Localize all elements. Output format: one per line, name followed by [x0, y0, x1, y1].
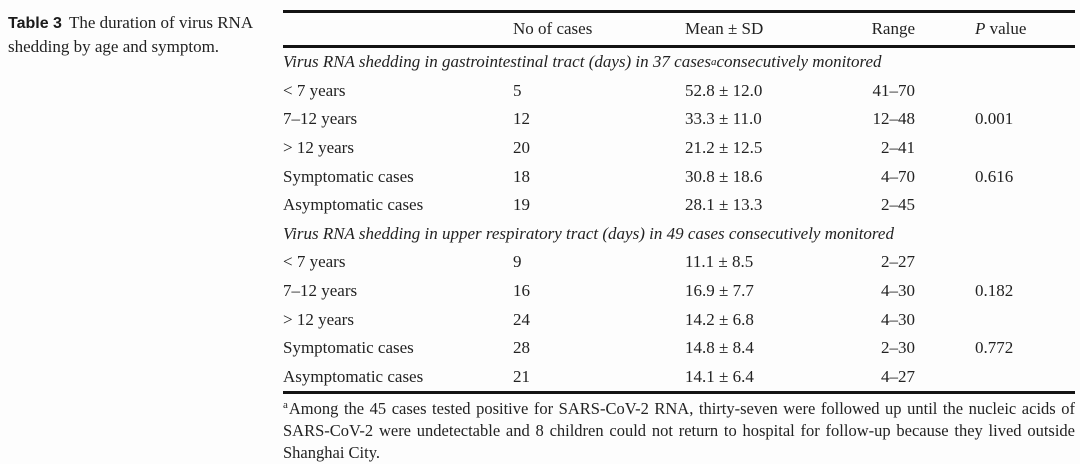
caption-label: Table 3: [8, 15, 62, 32]
cell-range: 41–70: [872, 80, 916, 100]
table-row: > 12 years 20 21.2 ± 12.5 2–41: [283, 134, 1075, 163]
cell-mean-sd: 14.8 ± 8.4: [685, 338, 754, 358]
cell-label: Symptomatic cases: [283, 166, 414, 186]
cell-p-value: 0.772: [975, 338, 1014, 358]
table-header-row: No of cases Mean ± SD Range P value: [283, 13, 1075, 45]
cell-no-of-cases: 5: [513, 80, 522, 100]
cell-range: 4–27: [881, 366, 915, 386]
table-caption: Table 3 The duration of virus RNA sheddin…: [8, 11, 258, 58]
table-footnote: aAmong the 45 cases tested positive for …: [283, 398, 1075, 464]
cell-mean-sd: 16.9 ± 7.7: [685, 281, 754, 301]
section-title: Virus RNA shedding in upper respiratory …: [283, 220, 1075, 249]
table-row: > 12 years 24 14.2 ± 6.8 4–30: [283, 305, 1075, 334]
cell-no-of-cases: 12: [513, 109, 530, 129]
cell-mean-sd: 28.1 ± 13.3: [685, 195, 763, 215]
cell-range: 4–30: [881, 281, 915, 301]
footnote-text: Among the 45 cases tested positive for S…: [283, 399, 1075, 463]
table-header-rule: [283, 45, 1075, 48]
cell-mean-sd: 21.2 ± 12.5: [685, 138, 763, 158]
section-title-text: Virus RNA shedding in upper respiratory …: [283, 223, 894, 243]
table-row: Symptomatic cases 28 14.8 ± 8.4 2–30 0.7…: [283, 334, 1075, 363]
cell-label: > 12 years: [283, 138, 354, 158]
cell-label: 7–12 years: [283, 109, 358, 129]
cell-no-of-cases: 18: [513, 166, 530, 186]
column-header-p-value: P value: [915, 19, 1075, 39]
table-row: < 7 years 5 52.8 ± 12.0 41–70: [283, 77, 1075, 106]
table: No of cases Mean ± SD Range P value Viru…: [283, 0, 1075, 464]
cell-no-of-cases: 21: [513, 366, 530, 386]
column-header-no-of-cases: No of cases: [513, 19, 593, 38]
cell-label: Symptomatic cases: [283, 338, 414, 358]
caption-text: The duration of virus RNA shedding by ag…: [8, 13, 253, 56]
cell-p-value: 0.001: [975, 109, 1014, 129]
cell-no-of-cases: 24: [513, 309, 530, 329]
cell-label: < 7 years: [283, 252, 346, 272]
table-body: Virus RNA shedding in gastrointestinal t…: [283, 48, 1075, 391]
cell-mean-sd: 30.8 ± 18.6: [685, 166, 763, 186]
cell-no-of-cases: 28: [513, 338, 530, 358]
table-bottom-rule: [283, 391, 1075, 395]
cell-range: 2–45: [881, 195, 915, 215]
column-header-mean-sd: Mean ± SD: [685, 19, 764, 38]
p-value-italic-p: P: [975, 19, 986, 38]
cell-range: 4–30: [881, 309, 915, 329]
table-row: Symptomatic cases 18 30.8 ± 18.6 4–70 0.…: [283, 162, 1075, 191]
cell-no-of-cases: 9: [513, 252, 522, 272]
column-header-range: Range: [871, 19, 915, 38]
section-title-text: Virus RNA shedding in gastrointestinal t…: [283, 52, 711, 72]
cell-p-value: 0.616: [975, 166, 1014, 186]
cell-label: Asymptomatic cases: [283, 195, 424, 215]
cell-mean-sd: 33.3 ± 11.0: [685, 109, 762, 129]
cell-label: > 12 years: [283, 309, 354, 329]
cell-p-value: 0.182: [975, 281, 1014, 301]
table-row: 7–12 years 16 16.9 ± 7.7 4–30 0.182: [283, 277, 1075, 306]
cell-range: 2–41: [881, 138, 915, 158]
section-title: Virus RNA shedding in gastrointestinal t…: [283, 52, 882, 72]
cell-range: 12–48: [872, 109, 916, 129]
cell-mean-sd: 14.1 ± 6.4: [685, 366, 754, 386]
section-title-text-continued: consecutively monitored: [716, 52, 882, 72]
table-row: Asymptomatic cases 19 28.1 ± 13.3 2–45: [283, 191, 1075, 220]
cell-no-of-cases: 16: [513, 281, 530, 301]
cell-mean-sd: 14.2 ± 6.8: [685, 309, 754, 329]
cell-mean-sd: 52.8 ± 12.0: [685, 80, 763, 100]
cell-no-of-cases: 19: [513, 195, 530, 215]
cell-label: Asymptomatic cases: [283, 366, 424, 386]
table-row: < 7 years 9 11.1 ± 8.5 2–27: [283, 248, 1075, 277]
cell-range: 2–30: [881, 338, 915, 358]
table-row: 7–12 years 12 33.3 ± 11.0 12–48 0.001: [283, 105, 1075, 134]
table-row: Asymptomatic cases 21 14.1 ± 6.4 4–27: [283, 363, 1075, 392]
cell-range: 4–70: [881, 166, 915, 186]
footnote-marker: a: [283, 398, 288, 411]
cell-label: 7–12 years: [283, 281, 358, 301]
table-top-rule: [283, 10, 1075, 13]
cell-mean-sd: 11.1 ± 8.5: [685, 252, 754, 272]
cell-label: < 7 years: [283, 80, 346, 100]
cell-range: 2–27: [881, 252, 915, 272]
cell-no-of-cases: 20: [513, 138, 530, 158]
p-value-rest: value: [985, 19, 1027, 38]
